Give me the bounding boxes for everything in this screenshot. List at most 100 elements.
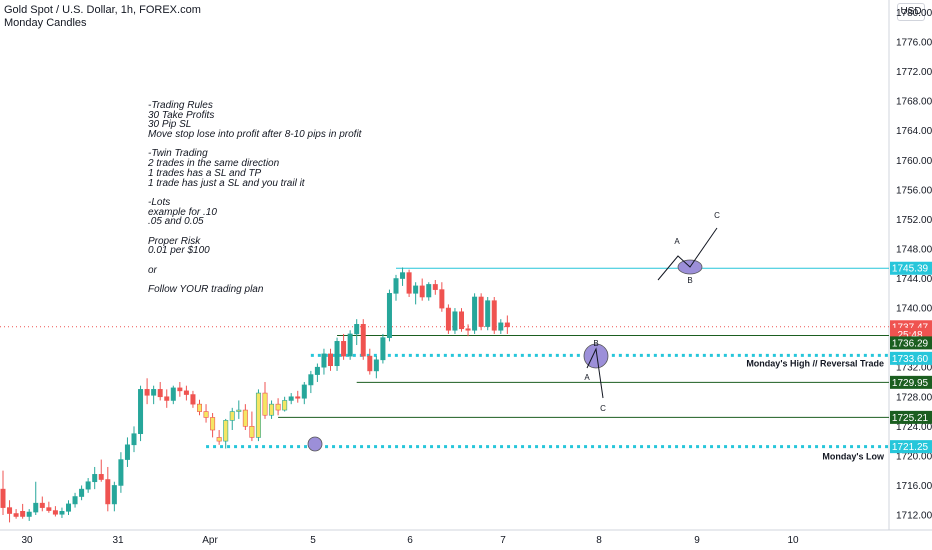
price-tick-label: 1736.00 [896,333,932,344]
pattern-point-label: C [714,211,720,220]
target-ellipse [677,259,703,275]
candle-body [0,488,6,508]
candle-body [203,411,209,418]
price-tick-label: 1716.00 [896,481,932,492]
price-tag [890,440,932,454]
candle-body [432,284,438,290]
candle-body [124,444,130,460]
candle-body [380,337,386,361]
time-tick-label: 31 [112,535,124,546]
candle-body [46,507,52,511]
candle-body [498,322,504,331]
candle-body [282,400,288,411]
note-line: -Trading Rules [148,100,213,111]
note-line: or [148,264,157,276]
candle-body [177,387,183,392]
price-tag [890,410,932,424]
candle-body [197,403,203,412]
note-line: Move stop lose into profit after 8-10 pi… [148,129,362,141]
price-tag [890,327,932,341]
price-tick-label: 1768.00 [896,97,932,108]
note-line: -Twin Trading [148,148,208,160]
candle-body [255,392,261,438]
note-line: example for .10 [148,206,217,218]
candle-body [341,341,347,357]
candle-body [485,300,491,327]
price-tick-label: 1712.00 [896,511,932,522]
price-tag-label: 25:48 [897,330,922,341]
candle-body [216,437,222,442]
candle-body [164,396,170,401]
candle-body [7,507,13,514]
candle-body [354,324,360,335]
price-tick-label: 1756.00 [896,185,932,196]
price-tick-label: 1772.00 [896,67,932,78]
time-tick-label: Apr [202,535,218,546]
price-tick-label: 1740.00 [896,304,932,315]
price-tag [890,261,932,275]
candle-body [288,396,294,401]
price-tick-label: 1728.00 [896,392,932,403]
candle-body [308,374,314,386]
reversal-circle [583,343,609,369]
candle-body [439,289,445,309]
candle-body [85,481,91,490]
candle-body [144,389,150,396]
candle-body [33,502,39,513]
time-tick-label: 8 [596,535,602,546]
candle-body [458,311,464,330]
candle-body [210,417,216,431]
price-tick-label: 1776.00 [896,38,932,49]
price-tick-label: 1760.00 [896,156,932,167]
candle-body [504,322,510,328]
candle-body [229,411,235,421]
candle-body [190,394,196,405]
candle-body [314,366,320,375]
candle-body [478,296,484,327]
price-tick-label: 1748.00 [896,244,932,255]
candle-body [445,307,451,331]
pattern-point-label: C [600,404,606,413]
abc-pattern-down [586,347,604,399]
time-tick-label: 30 [21,535,33,546]
candle-body [59,511,65,515]
candle-body [157,389,163,398]
candle-body [13,513,19,517]
candle-body [92,474,98,483]
note-line: 1 trade has just a SL and you trail it [148,177,305,189]
candle-body [242,409,248,427]
candle-body [26,511,32,517]
chart-title: Gold Spot / U.S. Dollar, 1h, FOREX.com [4,4,201,16]
price-tag-label: 1721.25 [892,442,929,453]
note-line [148,188,361,198]
note-line: 0.01 per $100 [148,245,210,257]
currency-button[interactable]: USD [897,3,925,21]
candle-body [426,284,432,298]
candle-body [491,300,497,331]
candle-body [321,353,327,368]
price-tag-label: 1737.47 [892,322,929,333]
candle-body [170,387,176,401]
candle-body [20,511,26,517]
monday-low-circle [307,436,323,452]
candle-body [236,409,242,412]
pattern-point-label: B [593,339,598,348]
price-tag [890,375,932,389]
candle-body [419,285,425,298]
candle-body [334,341,340,367]
candle-body [151,389,157,396]
note-line: 30 Pip SL [148,119,192,131]
time-tick-label: 5 [310,535,316,546]
candle-body [98,474,104,480]
price-tag [890,351,932,365]
price-tick-label: 1764.00 [896,126,932,137]
candle-body [301,384,307,399]
trading-rules-note: -Trading Rules 30 Take Profits 30 Pip SL Mo… [148,101,361,295]
note-line: -Lots [148,196,171,208]
candle-body [393,278,399,294]
candle-body [406,272,412,294]
price-tag-label: 1729.95 [892,378,929,389]
candle-body [131,433,137,446]
candle-body [262,392,268,416]
